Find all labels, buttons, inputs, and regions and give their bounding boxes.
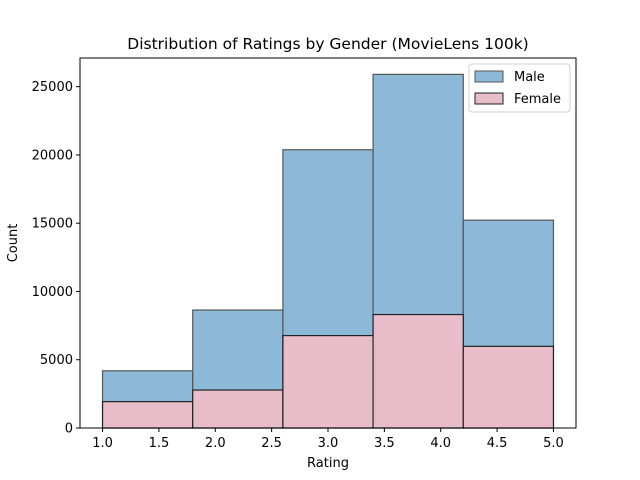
legend: Male Female <box>468 63 571 113</box>
y-tick-label: 15000 <box>32 217 73 232</box>
x-tick-label: 1.0 <box>92 436 113 451</box>
x-tick-label: 1.5 <box>149 436 170 451</box>
bar-female-3 <box>282 334 374 429</box>
y-tick-label: 0 <box>65 422 73 437</box>
legend-swatch-female <box>474 92 504 105</box>
bar-female-5 <box>462 345 555 429</box>
legend-label-female: Female <box>514 92 561 107</box>
y-tick-label: 25000 <box>32 80 73 95</box>
x-axis-label: Rating <box>307 456 349 471</box>
x-tick-label: 2.5 <box>261 436 282 451</box>
bar-female-4 <box>372 313 464 429</box>
y-tick-label: 10000 <box>32 285 73 300</box>
x-tick-label: 3.5 <box>374 436 395 451</box>
y-tick-label: 20000 <box>32 148 73 163</box>
y-tick-label: 5000 <box>40 353 73 368</box>
chart-title: Distribution of Ratings by Gender (Movie… <box>127 35 528 53</box>
x-axis: 1.0 1.5 2.0 2.5 3.0 3.5 4.0 4.5 5.0 <box>92 428 564 451</box>
x-tick-label: 4.0 <box>430 436 451 451</box>
y-axis: 0 5000 10000 15000 20000 25000 <box>32 80 80 437</box>
legend-label-male: Male <box>514 70 545 85</box>
bar-female-2 <box>192 389 284 429</box>
x-tick-label: 3.0 <box>318 436 339 451</box>
x-tick-label: 2.0 <box>205 436 226 451</box>
x-tick-label: 5.0 <box>543 436 564 451</box>
legend-swatch-male <box>474 70 504 83</box>
y-axis-label: Count <box>6 224 21 263</box>
bars-group <box>101 73 555 429</box>
bar-female-1 <box>101 401 194 429</box>
x-tick-label: 4.5 <box>487 436 508 451</box>
